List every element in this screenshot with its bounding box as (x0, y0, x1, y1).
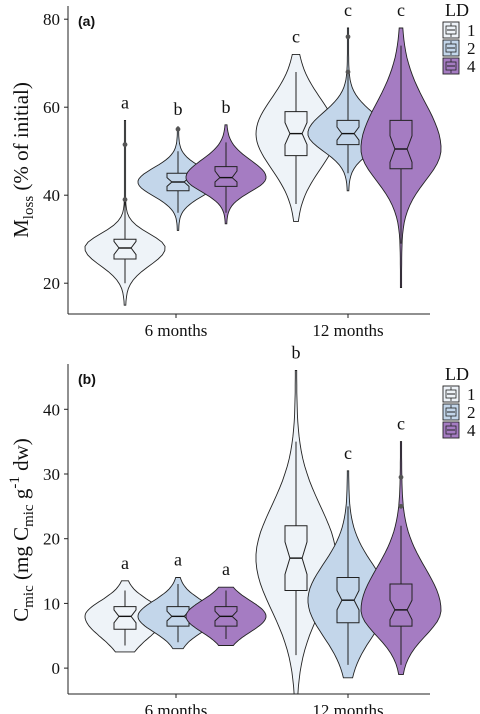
significance-letter: b (174, 99, 183, 119)
outlier-point (175, 126, 181, 132)
legend-key: 4 (442, 421, 476, 440)
outlier-point (122, 197, 128, 203)
panel-b: 0 10 20 30 40 6 months 12 months (b) Cmic (mg Cm… (7, 342, 476, 714)
significance-letter: b (222, 97, 231, 117)
y-tick-label: 20 (43, 274, 60, 293)
significance-letter: a (121, 553, 129, 573)
y-tick-label: 80 (43, 10, 60, 29)
panel-label: (b) (78, 371, 96, 387)
violin-group: a (137, 550, 219, 650)
legend-label: 4 (467, 57, 476, 76)
violin-group: c (255, 26, 337, 223)
notched-box (113, 606, 137, 630)
legend-label: 1 (467, 21, 476, 40)
y-tick-label: 40 (43, 400, 60, 419)
significance-letter: c (344, 443, 352, 463)
notched-box (389, 583, 413, 627)
y-axis-title: Cmic (mg Cmic g-1 dw) (7, 438, 37, 622)
violin-group: a (84, 92, 166, 306)
significance-letter: a (222, 559, 230, 579)
legend-key: 2 (442, 39, 476, 58)
significance-letter: c (397, 0, 405, 20)
legend-key: 1 (442, 21, 476, 40)
y-tick-label: 0 (52, 659, 61, 678)
violin-group: b (185, 97, 267, 225)
notched-box (389, 119, 413, 170)
legend-label: 4 (467, 421, 476, 440)
outlier-point (345, 34, 351, 40)
legend-title: LD (445, 0, 469, 20)
y-tick-label: 20 (43, 530, 60, 549)
violin-group: a (84, 553, 166, 653)
y-tick-label: 30 (43, 465, 60, 484)
y-tick-label: 60 (43, 98, 60, 117)
notched-box (113, 238, 137, 260)
notched-box (336, 119, 360, 146)
violin-group: b (137, 99, 219, 231)
panel-label: (a) (78, 13, 95, 29)
y-tick-label: 10 (43, 594, 60, 613)
outlier-point (398, 474, 404, 480)
violin-group: c (360, 414, 442, 676)
legend-label: 2 (467, 403, 476, 422)
legend-key: 4 (442, 57, 476, 76)
y-tick-label: 40 (43, 186, 60, 205)
outlier-point (398, 503, 404, 509)
outlier-point (122, 142, 128, 148)
x-tick-label: 12 months (312, 701, 383, 714)
significance-letter: c (292, 26, 300, 46)
significance-letter: a (121, 92, 129, 112)
violin-group: c (360, 0, 442, 289)
panel-a: 20 40 60 80 6 months 12 months (a) Mloss (% of … (9, 0, 476, 340)
y-axis-title: Mloss (% of initial) (9, 82, 37, 238)
legend-key: 1 (442, 385, 476, 404)
legend-key: 2 (442, 403, 476, 422)
x-tick-label: 6 months (145, 701, 208, 714)
violin-group: a (185, 559, 267, 646)
legend-label: 2 (467, 39, 476, 58)
significance-letter: c (397, 414, 405, 434)
x-tick-label: 6 months (145, 321, 208, 340)
outlier-point (345, 69, 351, 75)
significance-letter: a (174, 550, 182, 570)
legend-label: 1 (467, 385, 476, 404)
legend-title: LD (445, 364, 469, 384)
x-tick-label: 12 months (312, 321, 383, 340)
significance-letter: c (344, 0, 352, 20)
significance-letter: b (292, 342, 301, 362)
notched-box (214, 166, 238, 187)
violin-group: b (255, 342, 337, 695)
